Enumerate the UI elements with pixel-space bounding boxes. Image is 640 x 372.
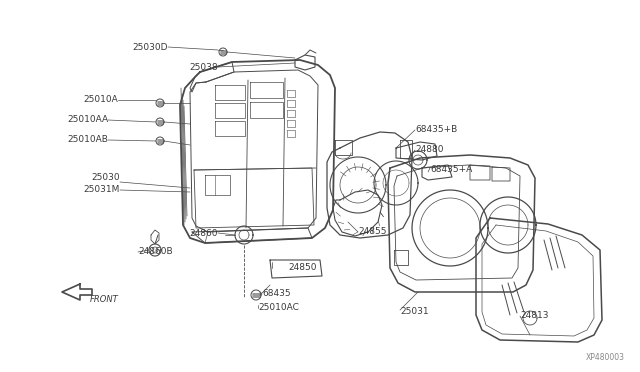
Text: 25010A: 25010A (83, 96, 118, 105)
Text: 25010AA: 25010AA (67, 115, 108, 125)
Text: 24813: 24813 (520, 311, 548, 321)
Text: 25038: 25038 (189, 62, 218, 71)
Text: 68435+A: 68435+A (430, 166, 472, 174)
Text: 24880: 24880 (415, 145, 444, 154)
Text: 24850: 24850 (288, 263, 317, 273)
Text: 24855: 24855 (358, 228, 387, 237)
Text: 25030: 25030 (92, 173, 120, 183)
Text: 25010AC: 25010AC (258, 304, 299, 312)
Text: 24860: 24860 (189, 228, 218, 237)
Text: FRONT: FRONT (90, 295, 119, 305)
Text: 68435+B: 68435+B (415, 125, 457, 135)
Text: 68435: 68435 (262, 289, 291, 298)
Text: 24860B: 24860B (138, 247, 173, 257)
Text: 25031: 25031 (400, 308, 429, 317)
Text: XP480003: XP480003 (586, 353, 625, 362)
Text: 25010AB: 25010AB (67, 135, 108, 144)
Text: 25031M: 25031M (84, 186, 120, 195)
Text: 25030D: 25030D (132, 42, 168, 51)
